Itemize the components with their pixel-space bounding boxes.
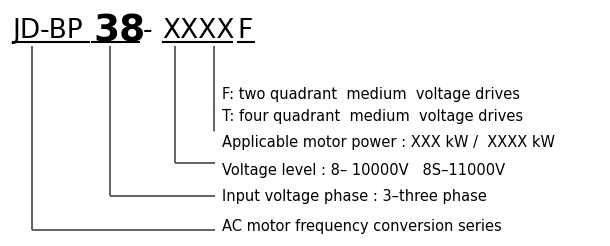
Text: Applicable motor power : XXX kW /  XXXX kW: Applicable motor power : XXX kW / XXXX k… xyxy=(222,136,555,151)
Text: F: F xyxy=(237,18,253,44)
Text: AC motor frequency conversion series: AC motor frequency conversion series xyxy=(222,218,502,233)
Text: -: - xyxy=(143,18,152,44)
Text: Input voltage phase : 3–three phase: Input voltage phase : 3–three phase xyxy=(222,188,487,203)
Text: Voltage level : 8– 10000V   8S–11000V: Voltage level : 8– 10000V 8S–11000V xyxy=(222,163,505,178)
Text: JD-BP: JD-BP xyxy=(12,18,82,44)
Text: 38: 38 xyxy=(93,13,145,49)
Text: XXXX: XXXX xyxy=(162,18,234,44)
Text: F: two quadrant  medium  voltage drives: F: two quadrant medium voltage drives xyxy=(222,87,520,102)
Text: T: four quadrant  medium  voltage drives: T: four quadrant medium voltage drives xyxy=(222,108,523,123)
